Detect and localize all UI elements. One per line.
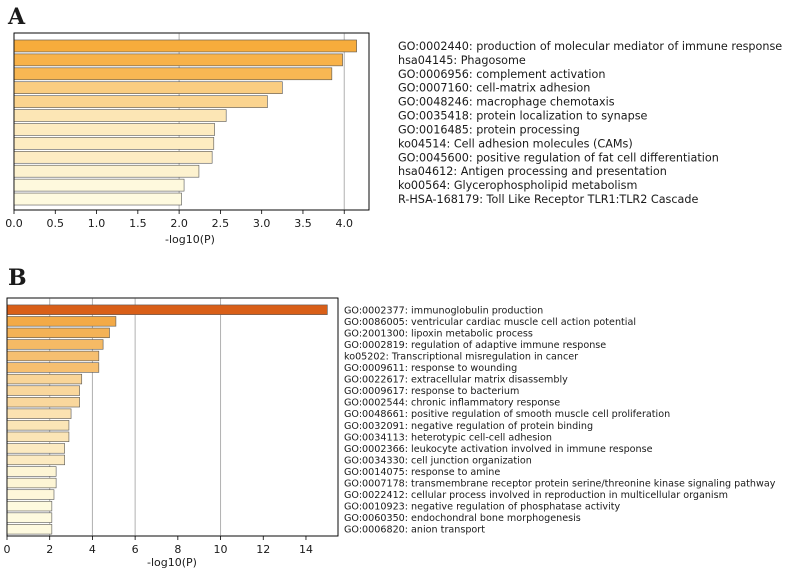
x-tick-label: 8	[174, 543, 181, 556]
term-label-18: GO:0010923: negative regulation of phosp…	[344, 502, 621, 513]
x-tick-label: 0.5	[47, 217, 65, 230]
term-label-4: GO:0002819: regulation of adaptive immun…	[344, 340, 606, 351]
term-label-12: GO:0034113: heterotypic cell-cell adhesi…	[344, 432, 552, 443]
bar-11	[6, 420, 70, 431]
panel-b-plot-border	[6, 297, 339, 537]
x-tick-label: 2.0	[170, 217, 188, 230]
x-tick-label: 0.0	[5, 217, 23, 230]
bar-20	[6, 524, 53, 535]
bar-2	[6, 316, 117, 327]
x-tick-label: 2.5	[212, 217, 230, 230]
term-label-5: ko05202: Transcriptional misregulation i…	[344, 351, 578, 362]
bar-6	[6, 362, 100, 373]
term-label-1: GO:0002440: production of molecular medi…	[398, 40, 782, 53]
x-tick-label: 10	[214, 543, 228, 556]
panel-b-letter: B	[8, 265, 27, 291]
bar-4	[6, 339, 104, 350]
bar-1	[6, 304, 328, 315]
panel-a: A 0.0 0.5 1.0 1.5 2.0 2.5 3.0 3.5 4.0 GO:0002440…	[5, 4, 782, 246]
term-label-20: GO:0006820: anion transport	[344, 525, 485, 536]
term-label-19: GO:0060350: endochondral bone morphogene…	[344, 513, 581, 524]
bar-8	[13, 137, 215, 150]
bar-9	[13, 151, 213, 164]
panel-a-letter: A	[7, 4, 26, 30]
term-label-8: ko04514: Cell adhesion molecules (CAMs)	[398, 137, 633, 150]
bar-10	[6, 408, 72, 419]
term-label-3: GO:0006956: complement activation	[398, 68, 605, 81]
term-label-6: GO:0035418: protein localization to syna…	[398, 110, 648, 123]
term-label-16: GO:0007178: transmembrane receptor prote…	[344, 479, 776, 490]
bar-15	[6, 466, 57, 477]
bar-12	[6, 431, 70, 442]
bar-1	[13, 39, 357, 53]
bar-11	[13, 178, 185, 192]
term-label-2: GO:0086005: ventricular cardiac muscle c…	[344, 317, 636, 328]
bar-17	[6, 489, 55, 500]
bar-5	[13, 95, 268, 108]
term-label-10: GO:0048661: positive regulation of smoot…	[344, 409, 670, 420]
bar-9	[6, 397, 80, 408]
panel-a-bars	[13, 39, 357, 206]
bar-16	[6, 477, 57, 489]
term-label-9: GO:0002544: chronic inflammatory respons…	[344, 398, 560, 409]
x-tick-label: 4.0	[335, 217, 353, 230]
panel-b-x-ticks: 0 2 4 6 8 10 12 14	[4, 536, 313, 556]
bar-3	[6, 327, 110, 339]
term-label-10: hsa04612: Antigen processing and present…	[398, 165, 667, 178]
term-label-5: GO:0048246: macrophage chemotaxis	[398, 96, 615, 109]
panel-a-term-labels: GO:0002440: production of molecular medi…	[398, 40, 782, 206]
x-tick-label: 4	[89, 543, 96, 556]
bar-12	[13, 192, 182, 206]
bar-5	[6, 350, 100, 362]
bar-3	[13, 67, 333, 81]
term-label-11: GO:0032091: negative regulation of prote…	[344, 421, 593, 432]
term-label-2: hsa04145: Phagosome	[398, 54, 526, 67]
x-tick-label: 1.0	[88, 217, 106, 230]
bar-13	[6, 443, 65, 454]
term-label-17: GO:0022412: cellular process involved in…	[344, 490, 728, 501]
panel-a-x-ticks: 0.0 0.5 1.0 1.5 2.0 2.5 3.0 3.5 4.0	[5, 210, 353, 230]
term-label-3: GO:2001300: lipoxin metabolic process	[344, 328, 533, 339]
term-label-14: GO:0034330: cell junction organization	[344, 455, 532, 466]
term-label-7: GO:0022617: extracellular matrix disasse…	[344, 375, 568, 386]
panel-b-term-labels: GO:0002377: immunoglobulin productionGO:…	[344, 305, 776, 535]
x-tick-label: 0	[4, 543, 11, 556]
bar-4	[13, 81, 283, 94]
term-label-4: GO:0007160: cell-matrix adhesion	[398, 82, 590, 95]
x-tick-label: 3.0	[253, 217, 271, 230]
bar-2	[13, 53, 343, 67]
term-label-9: GO:0045600: positive regulation of fat c…	[398, 151, 719, 164]
bar-7	[13, 123, 215, 136]
panel-b-bars	[6, 304, 328, 535]
term-label-13: GO:0002366: leukocyte activation involve…	[344, 444, 653, 455]
bar-7	[6, 373, 83, 385]
x-tick-label: 6	[132, 543, 139, 556]
x-tick-label: 1.5	[129, 217, 147, 230]
term-label-7: GO:0016485: protein processing	[398, 123, 580, 136]
term-label-15: GO:0014075: response to amine	[344, 467, 500, 478]
panel-a-plot-border	[13, 32, 370, 211]
bar-8	[6, 385, 80, 396]
bar-14	[6, 454, 65, 466]
bar-6	[13, 109, 227, 122]
bar-10	[13, 164, 200, 178]
x-tick-label: 2	[46, 543, 53, 556]
bar-19	[6, 512, 53, 523]
term-label-6: GO:0009611: response to wounding	[344, 363, 517, 374]
panel-b-x-axis-label: -log10(P)	[147, 556, 197, 569]
x-tick-label: 3.5	[294, 217, 312, 230]
term-label-12: R-HSA-168179: Toll Like Receptor TLR1:TL…	[398, 193, 698, 206]
x-tick-label: 14	[299, 543, 313, 556]
panel-a-x-axis-label: -log10(P)	[165, 233, 215, 246]
x-tick-label: 12	[256, 543, 270, 556]
bar-18	[6, 500, 53, 512]
term-label-1: GO:0002377: immunoglobulin production	[344, 305, 543, 316]
panel-b: B 0 2 4 6 8 10 12 14 GO:0002377: immunoglobulin…	[4, 265, 776, 569]
term-label-8: GO:0009617: response to bacterium	[344, 386, 519, 397]
term-label-11: ko00564: Glycerophospholipid metabolism	[398, 179, 637, 192]
